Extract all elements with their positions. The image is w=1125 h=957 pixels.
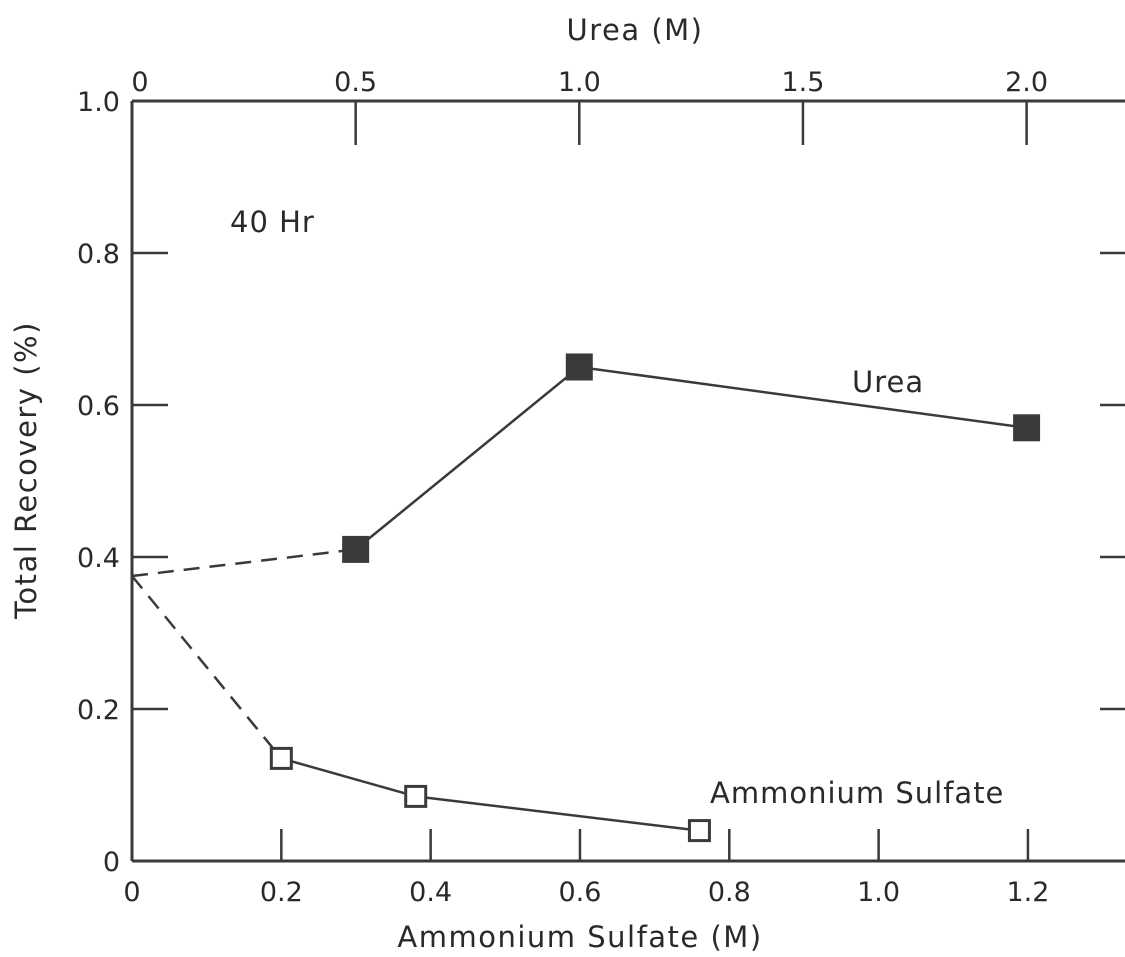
data-point-marker	[687, 819, 711, 843]
data-point-marker	[342, 535, 370, 563]
data-point-marker	[404, 784, 428, 808]
x-bottom-tick-label: 0.6	[558, 877, 601, 908]
x-bottom-tick-label: 0.2	[260, 877, 303, 908]
y-axis-title: Total Recovery (%)	[9, 321, 43, 620]
series-extrapolation-line	[131, 548, 356, 578]
y-tick-label: 0.8	[77, 239, 120, 270]
data-point-marker	[1013, 414, 1041, 442]
series-label-ammonium-sulfate: Ammonium Sulfate	[710, 776, 1004, 810]
data-point-marker	[269, 746, 293, 770]
x-top-tick-label: 0.5	[334, 67, 377, 98]
time-annotation: 40 Hr	[230, 205, 315, 239]
y-tick-label: 0.6	[77, 391, 120, 422]
y-tick-label: 1.0	[77, 87, 120, 118]
x-bottom-tick-label: 1.2	[1006, 877, 1049, 908]
x-top-tick-label: 1.5	[781, 67, 824, 98]
x-top-tick-label: 2.0	[1005, 67, 1048, 98]
series-line	[354, 365, 1027, 551]
x-bottom-tick-label: 0.8	[708, 877, 751, 908]
y-tick-label: 0.4	[77, 543, 120, 574]
series-urea	[131, 353, 1041, 578]
series-line	[280, 757, 700, 832]
x-bottom-tick-label: 0.4	[409, 877, 452, 908]
series-layer	[131, 353, 1041, 843]
x-top-axis-title: Urea (M)	[567, 13, 704, 47]
x-top-tick-label: 0	[131, 67, 148, 98]
y-tick-label: 0	[103, 847, 120, 878]
series-ammonium-sulfate	[131, 575, 711, 843]
series-extrapolation-line	[131, 575, 283, 760]
x-bottom-axis-title: Ammonium Sulfate (M)	[397, 920, 762, 954]
axis-ticks: 0 0.2 0.4 0.6 0.8 1.0 0 0.2 0.4 0.6 0.8 1.0 1.2 0 0.5 1…	[77, 67, 1125, 908]
y-tick-label: 0.2	[77, 695, 120, 726]
x-bottom-tick-label: 0	[123, 877, 140, 908]
x-top-tick-label: 1.0	[558, 67, 601, 98]
plot-frame	[130, 99, 1125, 863]
data-point-marker	[565, 353, 593, 381]
series-label-urea: Urea	[852, 365, 924, 399]
x-bottom-tick-label: 1.0	[857, 877, 900, 908]
